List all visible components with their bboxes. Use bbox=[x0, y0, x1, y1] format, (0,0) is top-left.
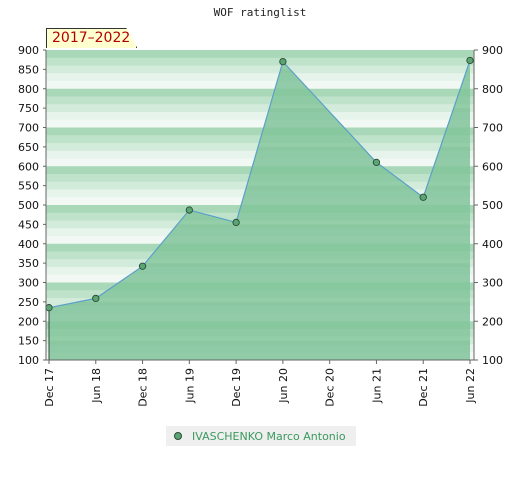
y-tick-label-left: 350 bbox=[18, 257, 39, 270]
y-tick-label-right: 600 bbox=[482, 160, 503, 173]
x-tick-label: Jun 18 bbox=[90, 368, 103, 404]
band-stripe bbox=[46, 127, 474, 136]
y-tick-label-left: 300 bbox=[18, 277, 39, 290]
x-tick-label: Dec 21 bbox=[417, 368, 430, 407]
y-tick-label-left: 900 bbox=[18, 44, 39, 57]
y-tick-label-left: 100 bbox=[18, 354, 39, 367]
chart-title: WOF ratinglist bbox=[213, 6, 307, 19]
y-tick-label-left: 200 bbox=[18, 315, 39, 328]
y-tick-label-left: 500 bbox=[18, 199, 39, 212]
band-stripe bbox=[46, 96, 474, 105]
y-tick-label-right: 200 bbox=[482, 315, 503, 328]
legend-marker bbox=[174, 432, 182, 440]
band-stripe bbox=[46, 81, 474, 90]
y-tick-label-left: 150 bbox=[18, 335, 39, 348]
y-tick-label-right: 700 bbox=[482, 122, 503, 135]
y-tick-label-left: 650 bbox=[18, 141, 39, 154]
x-tick-label: Dec 19 bbox=[230, 368, 243, 407]
y-tick-label-right: 100 bbox=[482, 354, 503, 367]
x-tick-label: Jun 22 bbox=[464, 368, 477, 404]
y-tick-label-left: 700 bbox=[18, 122, 39, 135]
y-tick-label-left: 400 bbox=[18, 238, 39, 251]
x-tick-label: Jun 21 bbox=[370, 368, 383, 404]
x-tick-label: Jun 20 bbox=[277, 368, 290, 404]
y-axis-left: 100 150 200 250 300 350 400 450 500 550 600 650 700 7… bbox=[18, 44, 47, 367]
y-tick-label-left: 850 bbox=[18, 63, 39, 76]
y-tick-label-right: 500 bbox=[482, 199, 503, 212]
x-tick-label: Dec 18 bbox=[137, 368, 150, 407]
points-layer bbox=[45, 56, 474, 312]
data-point bbox=[92, 294, 100, 303]
area-stripe bbox=[49, 263, 470, 283]
band-stripe bbox=[46, 119, 474, 128]
y-tick-label-left: 550 bbox=[18, 180, 39, 193]
area-stripe bbox=[49, 340, 470, 360]
y-axis-right: 100 200 300 400 500 600 700 800 900 bbox=[473, 44, 503, 367]
data-point bbox=[138, 262, 147, 270]
y-tick-label-left: 750 bbox=[18, 102, 39, 115]
band-stripe bbox=[46, 112, 474, 121]
y-tick-label-right: 400 bbox=[482, 238, 503, 251]
area-stripe bbox=[49, 301, 470, 322]
data-point bbox=[419, 193, 427, 201]
band-stripe bbox=[46, 57, 474, 66]
data-point bbox=[45, 304, 53, 312]
band-stripe bbox=[46, 50, 474, 59]
x-axis: Dec 17 Jun 18 Dec 18 Jun 19 Dec 19 Jun 20 Dec … bbox=[43, 359, 477, 407]
band-stripe bbox=[46, 88, 474, 97]
y-tick-label-left: 800 bbox=[18, 83, 39, 96]
y-tick-label-right: 300 bbox=[482, 277, 503, 290]
band-stripe bbox=[46, 73, 474, 82]
x-tick-label: Dec 17 bbox=[43, 368, 56, 407]
legend-label: IVASCHENKO Marco Antonio bbox=[192, 429, 346, 443]
data-point bbox=[279, 57, 287, 66]
y-tick-label-left: 250 bbox=[18, 296, 39, 309]
x-tick-label: Jun 19 bbox=[183, 368, 196, 404]
series-area bbox=[49, 60, 470, 361]
data-point bbox=[466, 56, 474, 65]
data-point bbox=[372, 158, 381, 167]
band-stripe bbox=[46, 65, 474, 74]
legend: IVASCHENKO Marco Antonio bbox=[166, 426, 356, 446]
y-tick-label-right: 900 bbox=[482, 44, 503, 57]
y-tick-label-right: 800 bbox=[482, 83, 503, 96]
data-point bbox=[185, 206, 193, 214]
period-badge: 2017–2022 bbox=[46, 28, 138, 48]
data-point bbox=[232, 218, 240, 227]
y-tick-label-left: 600 bbox=[18, 160, 39, 173]
band-stripe bbox=[46, 104, 474, 113]
x-tick-label: Dec 20 bbox=[324, 368, 337, 407]
y-tick-label-left: 450 bbox=[18, 218, 39, 231]
